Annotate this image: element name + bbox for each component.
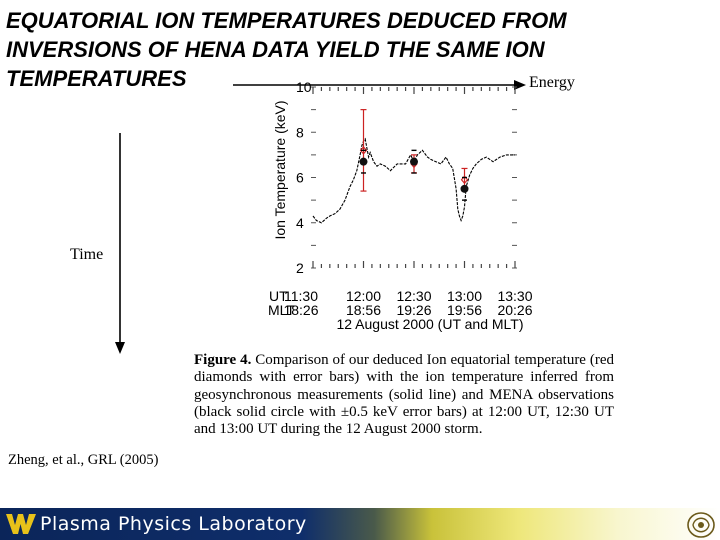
caption-figure-number: Figure 4.: [194, 352, 252, 368]
footer-bar: Plasma Physics Laboratory: [0, 508, 720, 540]
title-line-3: TEMPERATURES: [6, 66, 187, 91]
y-tick-label: 4: [296, 215, 304, 231]
mena-circle: [460, 184, 469, 193]
x-tick-label-ut: 13:30: [497, 288, 532, 304]
mena-circle: [359, 157, 368, 166]
x-tick-label-mlt: 19:26: [396, 302, 431, 318]
plasma-lab-emblem-icon: [687, 512, 715, 538]
x-tick-label-mlt: 18:56: [346, 302, 381, 318]
x-tick-label-mlt: 18:26: [283, 302, 318, 318]
x-tick-label-ut: 13:00: [447, 288, 482, 304]
y-axis-title: Ion Temperature (keV): [272, 100, 288, 239]
figure-caption: Figure 4. Comparison of our deduced Ion …: [194, 352, 614, 438]
x-tick-label-mlt: 19:56: [447, 302, 482, 318]
title-overlap-mask: [186, 64, 262, 98]
title-line-1: EQUATORIAL ION TEMPERATURES DEDUCED FROM: [6, 8, 567, 33]
x-tick-label-mlt: 20:26: [497, 302, 532, 318]
x-tick-prefix-ut: UT: [269, 288, 288, 304]
y-tick-label: 6: [296, 170, 304, 186]
x-tick-label-ut: 11:30: [284, 288, 318, 304]
x-tick-label-ut: 12:00: [346, 288, 381, 304]
mena-observation-points: [359, 149, 469, 201]
title-line-2: INVERSIONS OF HENA DATA YIELD THE SAME I…: [6, 37, 545, 62]
x-tick-prefix-mlt: MLT: [268, 302, 295, 318]
y-tick-label: 8: [296, 124, 304, 140]
mena-circle: [410, 157, 418, 166]
plot-frame: [311, 86, 517, 269]
time-label: Time: [70, 246, 104, 263]
slide-title: EQUATORIAL ION TEMPERATURES DEDUCED FROM…: [6, 6, 646, 93]
y-axis: 2 4 6 8 10: [296, 79, 312, 276]
geosynchronous-line: [312, 137, 515, 224]
y-tick-label: 10: [296, 79, 312, 95]
caption-text: Comparison of our deduced Ion equatorial…: [194, 352, 615, 438]
citation: Zheng, et al., GRL (2005): [8, 452, 159, 468]
red-diamond: [359, 146, 368, 155]
x-tick-label-ut: 12:30: [396, 288, 431, 304]
red-diamond: [460, 175, 469, 185]
footer-text: Plasma Physics Laboratory: [40, 513, 307, 535]
time-arrowhead: [115, 342, 125, 354]
geosynchronous-line-path: [312, 137, 515, 224]
energy-label: Energy: [529, 74, 575, 91]
y-tick-label: 2: [296, 260, 304, 276]
x-axis-title: 12 August 2000 (UT and MLT): [336, 316, 523, 332]
wvu-logo-icon: [6, 514, 36, 534]
